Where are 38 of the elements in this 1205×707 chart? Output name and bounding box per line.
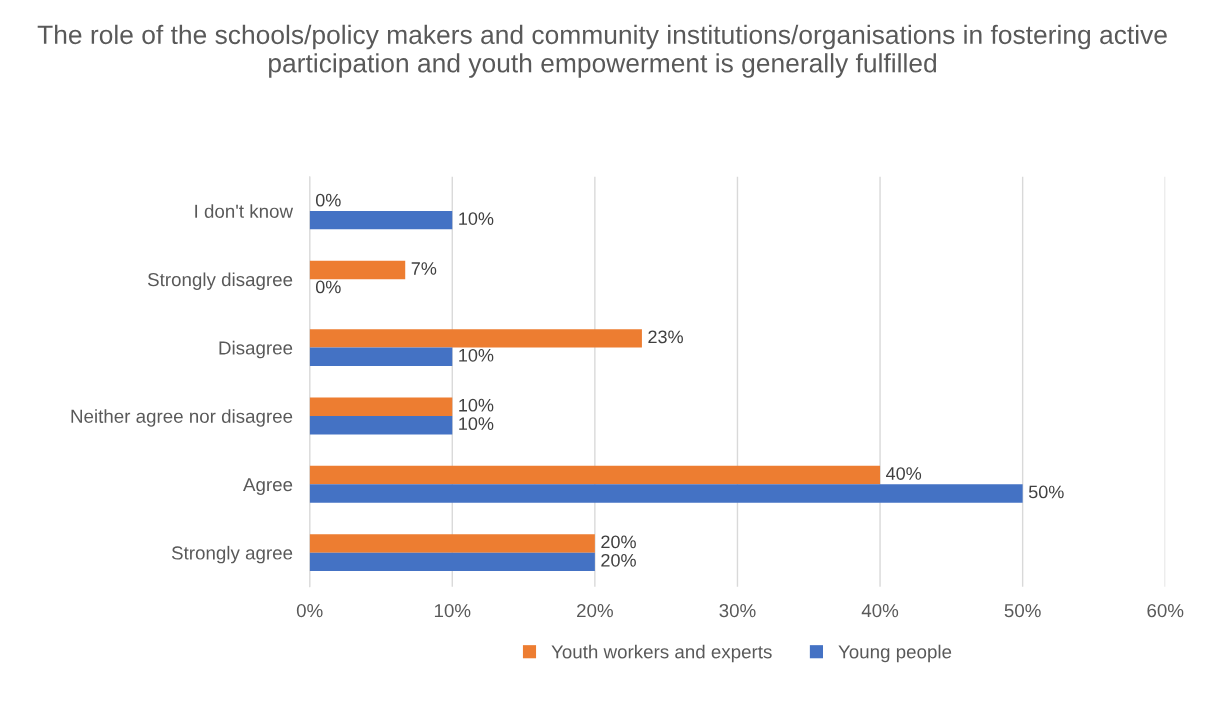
bar [309, 552, 595, 572]
x-tick-label: 40% [861, 603, 899, 618]
bar [309, 484, 1023, 503]
data-label: 10% [459, 212, 494, 225]
bar [309, 415, 453, 435]
y-tick-label: Strongly disagree [147, 272, 293, 290]
x-tick-label: 30% [719, 603, 756, 618]
bar [309, 397, 453, 416]
bar [309, 465, 881, 485]
y-tick-label: Neither agree nor disagree [71, 409, 293, 427]
bar [309, 210, 453, 230]
x-tick-label: 50% [1004, 603, 1041, 618]
x-tick-label: 20% [577, 603, 613, 618]
chart-title: The role of the schools/policy makers and community institutions/organisations in fostering active participation and youth empowerment is generally fulfilled [37, 24, 1167, 78]
data-label: 20% [601, 535, 636, 549]
data-label: 7% [411, 262, 437, 275]
data-label: 10% [459, 398, 494, 412]
legend-label: Youth workers and experts [551, 644, 772, 663]
y-tick-label: Disagree [219, 340, 293, 359]
data-label: 40% [886, 467, 922, 480]
y-tick-label: Agree [243, 478, 293, 495]
data-label: 23% [648, 330, 683, 344]
data-label: 50% [1028, 485, 1064, 499]
bar [309, 329, 642, 348]
bar [309, 347, 453, 367]
x-tick-label: 60% [1147, 603, 1184, 618]
data-label: 0% [315, 193, 341, 207]
data-label: 20% [601, 553, 636, 567]
legend-label: Young people [838, 644, 952, 663]
data-label: 10% [459, 417, 494, 431]
y-tick-label: Strongly agree [171, 545, 293, 564]
bar [309, 260, 406, 280]
data-label: 0% [315, 280, 341, 294]
x-tick-label: 10% [434, 603, 471, 618]
y-tick-label: I don't know [195, 204, 294, 218]
data-label: 10% [459, 348, 494, 362]
bar [309, 534, 595, 553]
x-tick-label: 0% [296, 603, 323, 618]
